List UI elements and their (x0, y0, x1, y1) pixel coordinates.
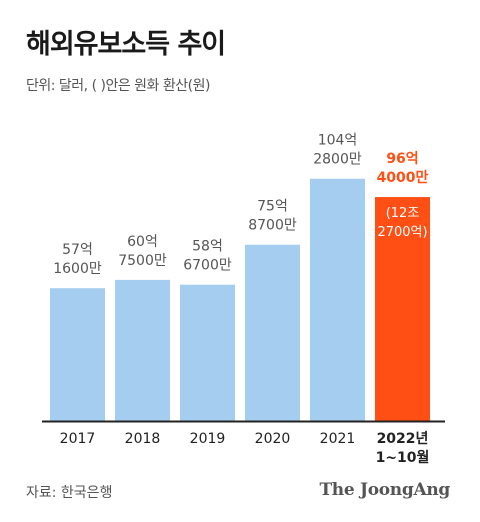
category-label: 2018 (125, 431, 161, 447)
value-label: 104억 2800만 (313, 133, 362, 168)
category-label: 2017 (60, 431, 96, 447)
value-label: 57억 1600만 (53, 242, 102, 277)
value-label: 96억 4000만 (377, 151, 429, 186)
bar-chart: 57억 1600만 2017 60억 7500만 2018 58억 6700만 2019 75억 8… (42, 133, 445, 466)
category-label: 2019 (190, 431, 226, 447)
unit-note: 단위: 달러, ( )안은 원화 환산(원) (26, 78, 210, 94)
value-label: 60억 7500만 (118, 234, 167, 269)
bar-2022년 (375, 197, 430, 421)
brand-logo: The JoongAng (319, 480, 450, 500)
bar-2018 (115, 279, 170, 421)
bar-2020 (245, 244, 300, 421)
bar-2021 (310, 178, 365, 421)
value-label: 58억 6700만 (183, 239, 232, 274)
bar-2019 (180, 284, 235, 421)
krw-annotation: (12조 2700억) (377, 206, 427, 240)
category-label: 2022년 1~10월 (376, 431, 430, 466)
bar-2017 (50, 288, 105, 421)
value-label: 75억 8700만 (248, 199, 297, 234)
chart-title: 해외유보소득 추이 (26, 29, 226, 60)
category-label: 2021 (320, 431, 356, 447)
category-label: 2020 (255, 431, 291, 447)
source-note: 자료: 한국은행 (26, 485, 113, 501)
